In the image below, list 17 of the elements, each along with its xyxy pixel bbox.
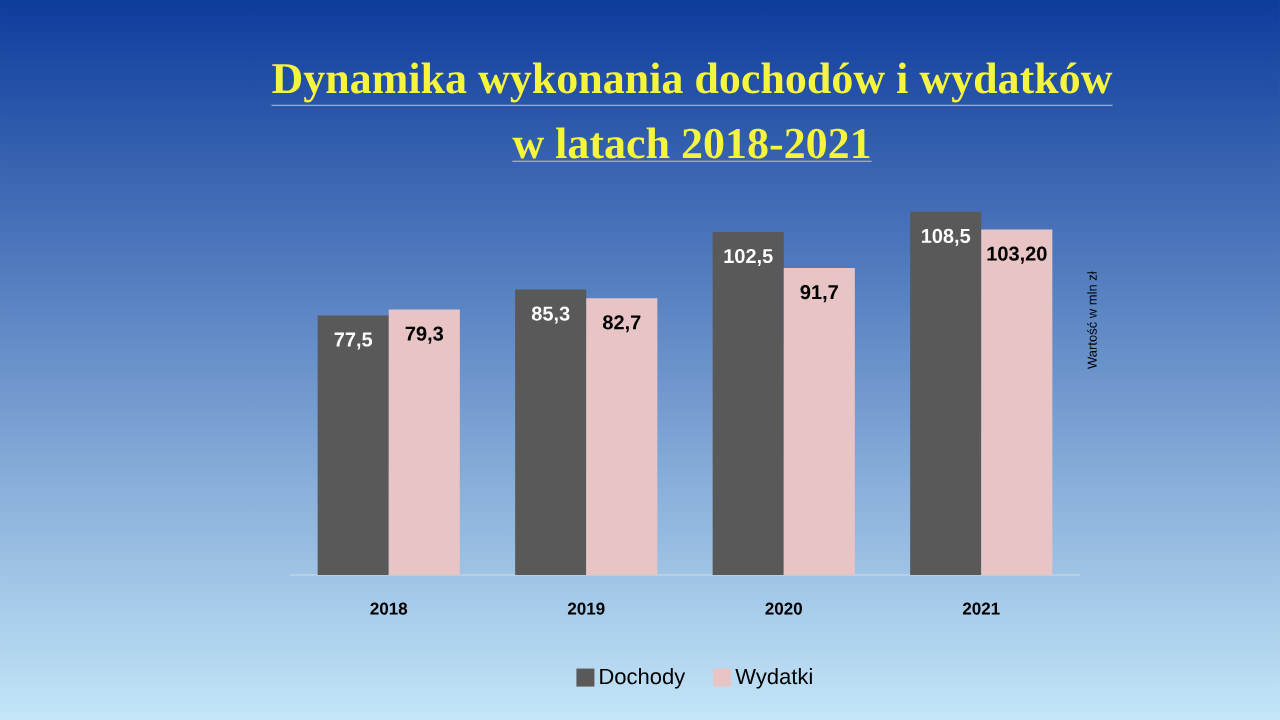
x-tick-label: 2020 (765, 602, 802, 615)
data-label: 102,5 (724, 248, 773, 267)
x-tick-label: 2018 (370, 602, 408, 615)
chart-subtitle: w latach 2018-2021 (512, 127, 870, 159)
data-label: 79,3 (405, 326, 444, 344)
y-axis-title: Wartość w mln zł (1087, 271, 1097, 369)
data-label: 108,5 (921, 228, 971, 246)
data-label: 77,5 (334, 332, 373, 350)
data-label: 91,7 (800, 285, 838, 303)
x-tick-label: 2021 (962, 602, 1000, 615)
legend-label: Wydatki (735, 668, 812, 689)
data-label: 85,3 (531, 306, 570, 324)
data-label: 82,7 (602, 315, 641, 333)
chart-title: Dynamika wykonania dochodów i wydatków (272, 62, 1113, 103)
legend-label: Dochody (600, 668, 686, 689)
data-label: 103,20 (987, 246, 1047, 264)
x-tick-label: 2019 (567, 602, 605, 615)
